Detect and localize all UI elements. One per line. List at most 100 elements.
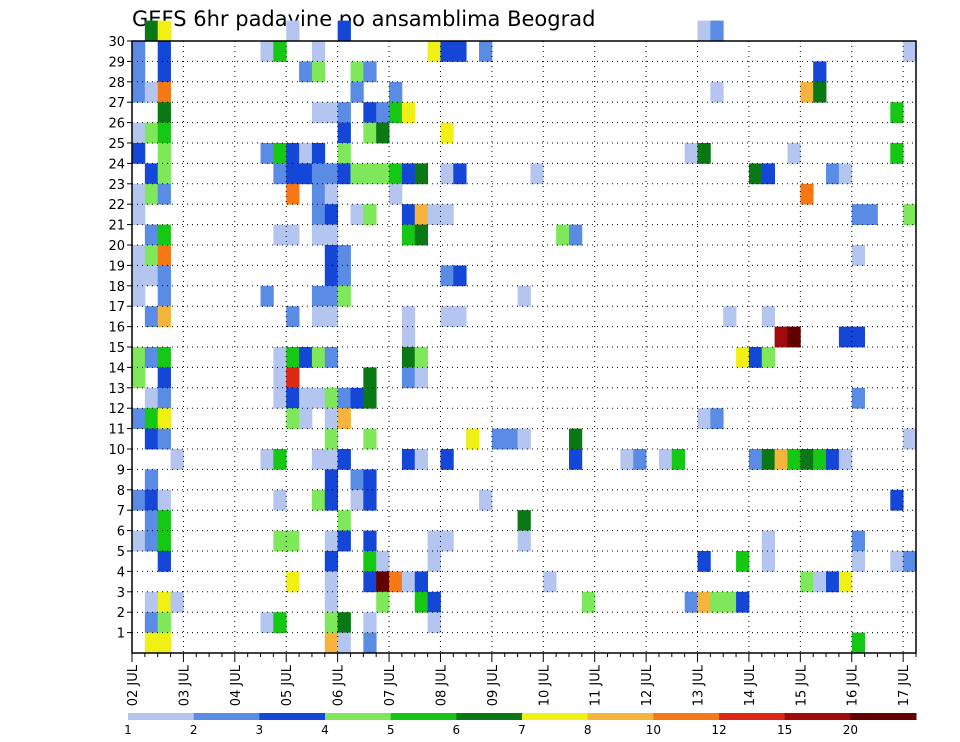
heatmap-cell bbox=[144, 612, 159, 633]
heatmap-cell bbox=[144, 428, 159, 450]
y-tick-label: 19 bbox=[108, 259, 125, 274]
heatmap-cell bbox=[787, 143, 801, 164]
heatmap-cell bbox=[504, 428, 518, 450]
heatmap-cell bbox=[414, 367, 428, 389]
heatmap-cell bbox=[157, 367, 171, 389]
heatmap-cell bbox=[800, 449, 814, 470]
heatmap-cell bbox=[157, 102, 171, 123]
heatmap-cell bbox=[144, 265, 159, 287]
x-tick-label: 02 JUL bbox=[126, 664, 141, 706]
heatmap-cell bbox=[838, 449, 853, 470]
heatmap-cell bbox=[903, 551, 917, 572]
heatmap-cell bbox=[311, 449, 326, 470]
heatmap-cell bbox=[132, 408, 146, 429]
heatmap-cell bbox=[286, 367, 300, 389]
heatmap-cell bbox=[132, 41, 146, 62]
heatmap-cell bbox=[890, 551, 904, 572]
heatmap-cell bbox=[427, 204, 441, 225]
heatmap-cell bbox=[851, 326, 865, 348]
heatmap-cell bbox=[633, 449, 647, 470]
grid-lines bbox=[132, 41, 916, 653]
y-tick-label: 22 bbox=[108, 198, 125, 213]
colorbar-label: 10 bbox=[646, 723, 661, 737]
heatmap-cell bbox=[748, 449, 763, 470]
heatmap-cell bbox=[350, 163, 364, 185]
heatmap-cell bbox=[466, 428, 480, 450]
heatmap-cell bbox=[144, 81, 159, 103]
heatmap-cell bbox=[132, 530, 146, 552]
heatmap-cell bbox=[157, 224, 171, 246]
heatmap-cell bbox=[697, 20, 711, 42]
y-tick-label: 7 bbox=[117, 504, 125, 519]
heatmap-cell bbox=[157, 408, 171, 429]
heatmap-cell bbox=[260, 612, 274, 633]
heatmap-cell bbox=[389, 183, 403, 205]
heatmap-cell bbox=[813, 81, 827, 103]
heatmap-cell bbox=[144, 489, 159, 511]
x-tick-label: 06 JUL bbox=[332, 664, 347, 706]
heatmap-cell bbox=[414, 571, 428, 593]
colorbar-label: 12 bbox=[711, 723, 726, 737]
heatmap-cell bbox=[157, 285, 171, 307]
heatmap-cell bbox=[337, 122, 351, 144]
x-tick-label: 07 JUL bbox=[383, 664, 398, 706]
heatmap-cell bbox=[337, 387, 351, 409]
heatmap-cell bbox=[324, 183, 339, 205]
x-tick-label: 11 JUL bbox=[589, 664, 604, 706]
y-tick-label: 18 bbox=[108, 280, 125, 295]
heatmap-cell bbox=[273, 530, 287, 552]
colorbar-swatch bbox=[522, 713, 589, 720]
heatmap-cell bbox=[157, 143, 171, 164]
y-tick-label: 4 bbox=[117, 565, 125, 580]
colorbar-swatch bbox=[587, 713, 654, 720]
heatmap-cell bbox=[363, 163, 377, 185]
heatmap-cells bbox=[132, 20, 917, 654]
heatmap-cell bbox=[736, 347, 750, 368]
chart-title: GEFS 6hr padavine po ansamblima Beograd bbox=[132, 7, 595, 31]
heatmap-cell bbox=[774, 449, 788, 470]
heatmap-cell bbox=[337, 612, 351, 633]
heatmap-cell bbox=[363, 61, 377, 83]
heatmap-cell bbox=[337, 530, 351, 552]
heatmap-cell bbox=[363, 612, 377, 633]
heatmap-cell bbox=[401, 163, 416, 185]
heatmap-cell bbox=[324, 224, 339, 246]
heatmap-cell bbox=[324, 102, 339, 123]
heatmap-cell bbox=[761, 306, 776, 327]
heatmap-cell bbox=[697, 591, 711, 613]
heatmap-cell bbox=[273, 387, 287, 409]
heatmap-cell bbox=[157, 81, 171, 103]
y-tick-label: 24 bbox=[108, 157, 125, 172]
heatmap-cell bbox=[157, 387, 171, 409]
heatmap-cell bbox=[697, 143, 711, 164]
heatmap-cell bbox=[671, 449, 686, 470]
heatmap-cell bbox=[324, 408, 339, 429]
heatmap-cell bbox=[838, 326, 853, 348]
colorbar-swatch bbox=[390, 713, 457, 720]
heatmap-cell bbox=[401, 449, 416, 470]
heatmap-cell bbox=[144, 306, 159, 327]
heatmap-cell bbox=[132, 245, 146, 266]
heatmap-cell bbox=[479, 41, 493, 62]
heatmap-cell bbox=[350, 387, 364, 409]
heatmap-cell bbox=[440, 306, 454, 327]
heatmap-cell bbox=[838, 571, 853, 593]
y-tick-label: 27 bbox=[108, 96, 125, 111]
heatmap-cell bbox=[363, 102, 377, 123]
heatmap-cell bbox=[132, 143, 146, 164]
heatmap-cell bbox=[517, 530, 531, 552]
heatmap-cell bbox=[132, 61, 146, 83]
y-tick-label: 15 bbox=[108, 341, 125, 356]
heatmap-cell bbox=[132, 367, 146, 389]
heatmap-cell bbox=[144, 469, 159, 491]
heatmap-cell bbox=[401, 204, 416, 225]
y-tick-label: 1 bbox=[117, 627, 125, 642]
heatmap-cell bbox=[620, 449, 634, 470]
heatmap-cell bbox=[800, 81, 814, 103]
heatmap-cell bbox=[517, 428, 531, 450]
heatmap-cell bbox=[440, 41, 454, 62]
heatmap-cell bbox=[337, 143, 351, 164]
heatmap-cell bbox=[350, 61, 364, 83]
heatmap-cell bbox=[324, 489, 339, 511]
y-tick-label: 28 bbox=[108, 76, 125, 91]
